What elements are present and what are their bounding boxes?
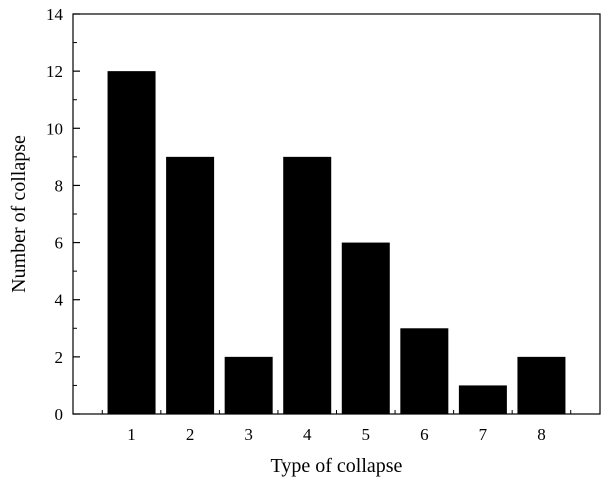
x-tick-label: 2 <box>186 425 195 444</box>
bar-6 <box>400 328 449 414</box>
bar-2 <box>166 156 215 414</box>
y-tick-label: 10 <box>46 119 63 138</box>
bar-1 <box>107 71 156 415</box>
x-tick-label: 1 <box>127 425 136 444</box>
y-tick-label: 14 <box>46 5 64 24</box>
y-tick-label: 8 <box>55 176 64 195</box>
y-tick-label: 2 <box>55 348 64 367</box>
bar-4 <box>283 156 332 414</box>
x-axis-label: Type of collapse <box>271 455 403 477</box>
x-tick-label: 3 <box>244 425 253 444</box>
y-tick-marks <box>73 13 80 415</box>
y-tick-label: 0 <box>55 405 64 424</box>
x-tick-label: 4 <box>303 425 312 444</box>
bar-8 <box>517 356 566 414</box>
y-tick-labels: 0 2 4 6 8 10 12 14 <box>46 5 64 424</box>
y-tick-label: 12 <box>46 62 63 81</box>
y-axis-label: Number of collapse <box>8 135 30 293</box>
bars <box>107 71 566 415</box>
x-tick-label: 5 <box>362 425 371 444</box>
y-tick-label: 6 <box>55 234 64 253</box>
bar-7 <box>458 385 507 414</box>
x-tick-label: 6 <box>420 425 429 444</box>
x-tick-labels: 1 2 3 4 5 6 7 8 <box>127 425 545 444</box>
x-tick-label: 8 <box>537 425 546 444</box>
y-tick-label: 4 <box>55 291 64 310</box>
x-tick-label: 7 <box>479 425 488 444</box>
bar-5 <box>341 242 390 414</box>
bar-3 <box>224 356 273 414</box>
